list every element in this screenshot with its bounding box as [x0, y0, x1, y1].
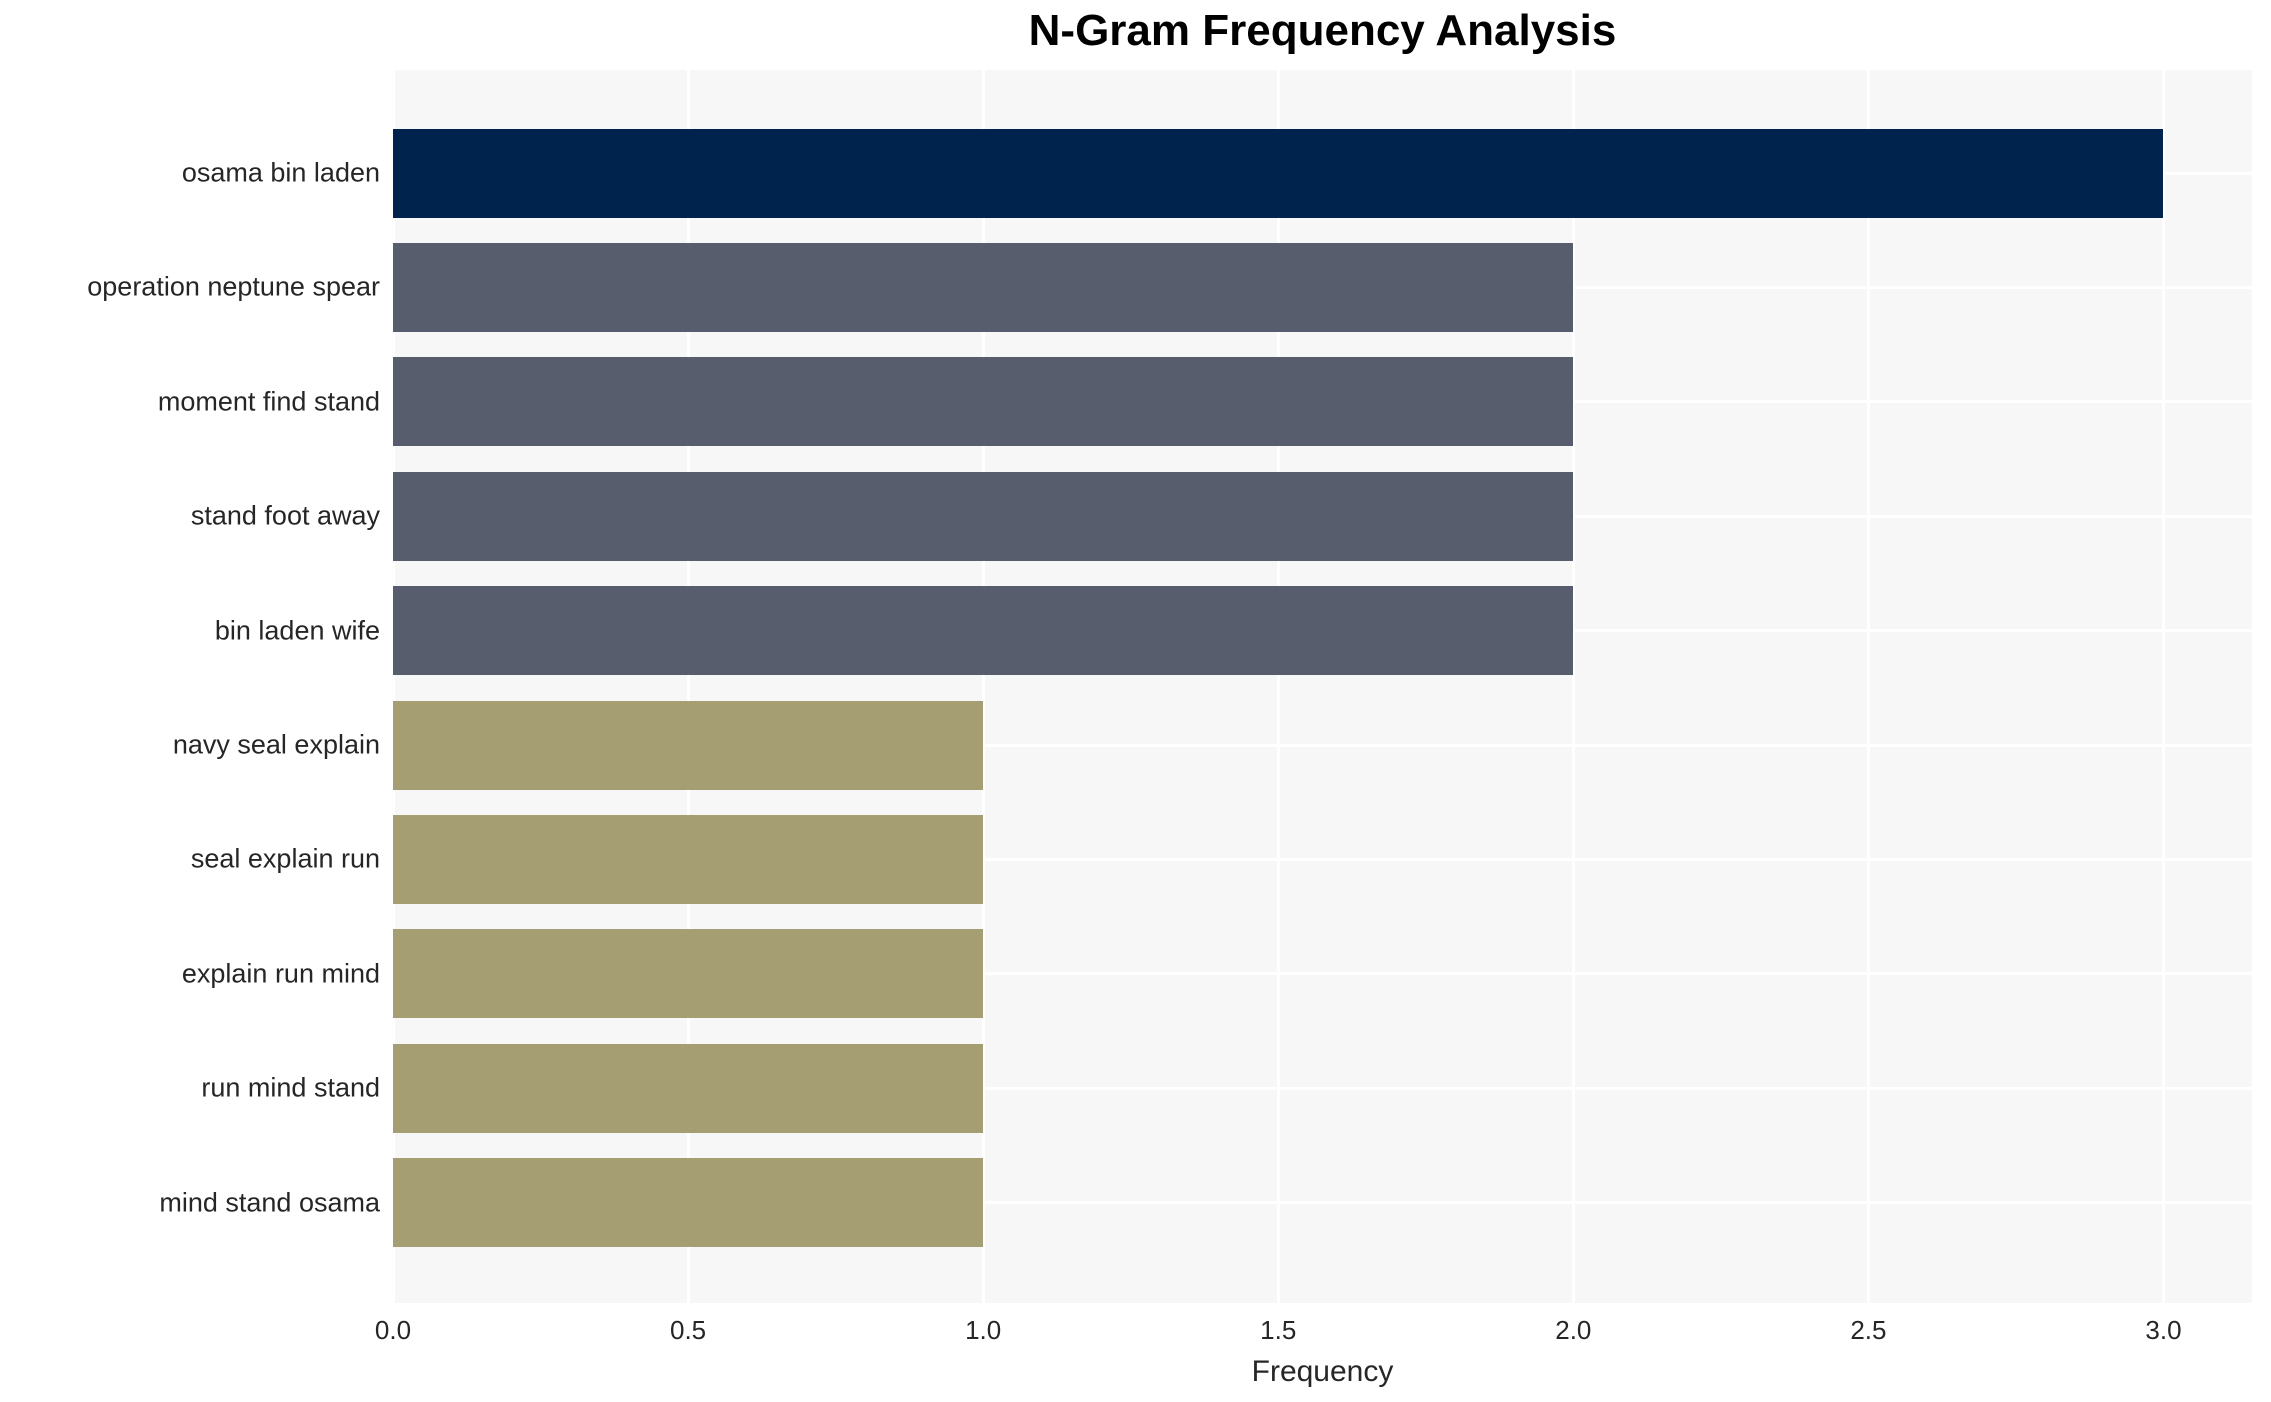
- bar-explain-run-mind: [393, 929, 984, 1019]
- y-tick-label: run mind stand: [201, 1072, 380, 1103]
- bar-run-mind-stand: [393, 1043, 984, 1133]
- gridline-vertical: [981, 70, 985, 1303]
- y-tick-label: osama bin laden: [181, 157, 380, 188]
- y-tick-label: moment find stand: [157, 386, 380, 417]
- plot-area: [391, 70, 2252, 1303]
- bar-seal-explain-run: [393, 814, 984, 904]
- gridline-horizontal: [393, 972, 2252, 976]
- gridline-vertical: [2161, 70, 2165, 1303]
- gridline-horizontal: [393, 743, 2252, 747]
- bar-bin-laden-wife: [393, 586, 1574, 676]
- y-tick-label: explain run mind: [181, 958, 380, 989]
- gridline-horizontal: [393, 857, 2252, 861]
- bar-operation-neptune-spear: [393, 242, 1574, 332]
- bar-moment-find-stand: [393, 357, 1574, 447]
- x-tick-label: 1.5: [1260, 1315, 1297, 1345]
- x-tick-label: 0.5: [670, 1315, 707, 1345]
- gridline-vertical: [686, 70, 690, 1303]
- y-tick-label: mind stand osama: [159, 1187, 380, 1218]
- gridline-vertical: [391, 70, 395, 1303]
- x-tick-label: 2.0: [1555, 1315, 1592, 1345]
- gridline-horizontal: [393, 1201, 2252, 1205]
- bar-navy-seal-explain: [393, 700, 984, 790]
- y-tick-label: navy seal explain: [172, 729, 380, 760]
- x-tick-label: 3.0: [2145, 1315, 2182, 1345]
- y-tick-label: seal explain run: [190, 843, 380, 874]
- chart-title: N-Gram Frequency Analysis: [1028, 6, 1617, 55]
- y-tick-label: operation neptune spear: [87, 271, 380, 302]
- bar-mind-stand-osama: [393, 1158, 984, 1248]
- y-axis-labels: osama bin laden operation neptune spear mo…: [0, 70, 380, 1303]
- x-axis-ticks: 0.0 0.5 1.0 1.5 2.0 2.5 3.0: [0, 1315, 2271, 1355]
- gridline-vertical: [1571, 70, 1575, 1303]
- bar-osama-bin-laden: [393, 128, 2164, 218]
- x-tick-label: 1.0: [965, 1315, 1002, 1345]
- gridline-vertical: [1866, 70, 1870, 1303]
- x-axis-label: Frequency: [1251, 1355, 1394, 1388]
- x-tick-label: 2.5: [1850, 1315, 1887, 1345]
- y-tick-label: bin laden wife: [214, 615, 380, 646]
- gridline-vertical: [1276, 70, 1280, 1303]
- y-tick-label: stand foot away: [190, 500, 380, 531]
- x-tick-label: 0.0: [374, 1315, 412, 1345]
- gridline-horizontal: [393, 1086, 2252, 1090]
- bar-stand-foot-away: [393, 471, 1574, 561]
